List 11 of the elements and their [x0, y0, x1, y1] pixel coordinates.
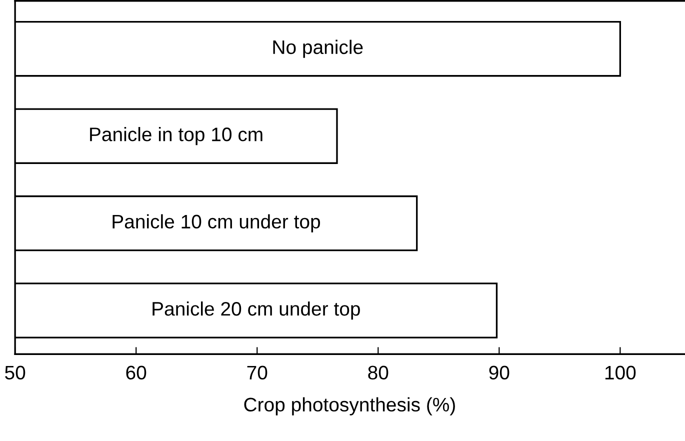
y-tick-label: Panicle in top 10 cm — [90, 127, 262, 146]
x-tick-label: 100 — [605, 366, 636, 380]
y-tick-label: No panicle — [273, 40, 363, 58]
x-tick-label: 50 — [5, 366, 26, 380]
y-tick-label: Panicle 20 cm under top — [152, 301, 360, 320]
x-tick-label: 70 — [247, 366, 268, 380]
y-tick-label: Panicle 10 cm under top — [112, 214, 320, 232]
x-tick-label: 90 — [489, 366, 510, 380]
x-axis-title: Crop photosynthesis (%) — [244, 397, 455, 416]
x-tick-label: 80 — [368, 366, 388, 380]
x-tick-label: 60 — [126, 366, 146, 380]
